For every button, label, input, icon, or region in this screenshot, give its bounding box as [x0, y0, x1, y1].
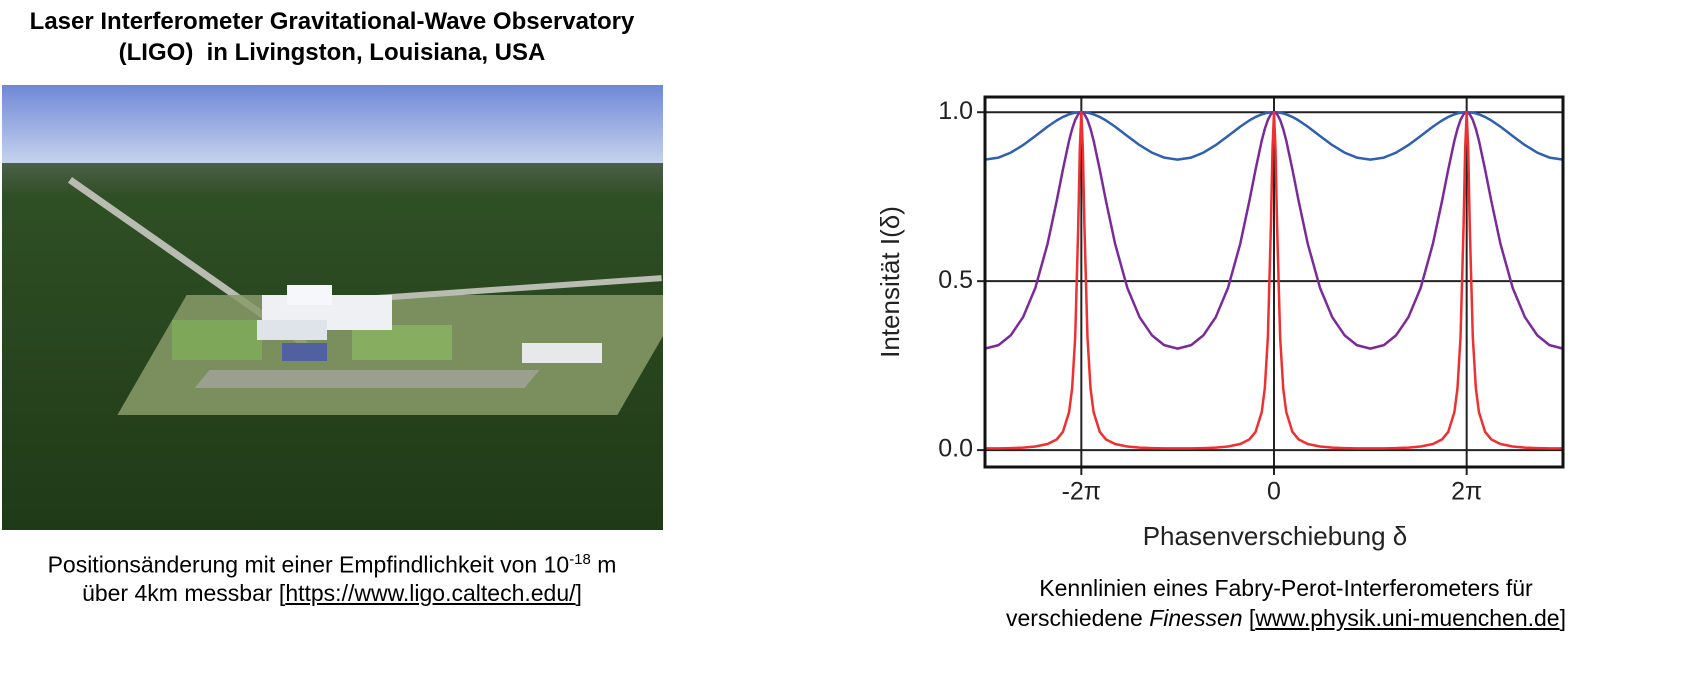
x-axis-label: Phasenverschiebung δ [1143, 521, 1408, 551]
lawn [172, 320, 262, 360]
road [194, 370, 540, 388]
plot-frame [983, 95, 1565, 469]
building [287, 285, 332, 305]
caption-text: über 4km messbar [ [82, 580, 286, 606]
x-tick-label: -2π [1062, 478, 1101, 506]
curve [984, 110, 1564, 450]
caption-link[interactable]: https://www.ligo.caltech.edu/ [285, 580, 576, 606]
caption-line: über 4km messbar [https://www.ligo.calte… [0, 580, 664, 607]
building [522, 343, 602, 363]
caption-text: verschiedene [1006, 605, 1150, 631]
x-tick-label: 2π [1451, 478, 1482, 506]
caption-text: m [590, 551, 617, 578]
caption-italic: Finessen [1149, 605, 1243, 631]
lawn [352, 325, 452, 360]
caption-text: ] [1559, 605, 1566, 631]
caption-text: [ [1242, 605, 1256, 631]
caption-line: Positionsänderung mit einer Empfindlichk… [0, 551, 664, 579]
y-axis-label: Intensität I(δ) [875, 206, 905, 358]
building [257, 320, 327, 340]
caption-superscript: -18 [569, 551, 591, 568]
chart: Phasenverschiebung δ Intensität I(δ) 0.0… [875, 95, 1565, 551]
title-line: (LIGO) in Livingston, Louisiana, USA [118, 39, 546, 66]
x-tick-label: 0 [1267, 478, 1281, 506]
sky [2, 85, 663, 165]
building [282, 343, 327, 361]
caption-line: verschiedene Finessen [www.physik.uni-mu… [870, 605, 1702, 632]
title-line: Laser Interferometer Gravitational-Wave … [29, 8, 635, 35]
y-tick-label: 1.0 [938, 97, 973, 125]
y-tick-label: 0.0 [938, 435, 973, 463]
caption-link[interactable]: www.physik.uni-muenchen.de [1255, 605, 1560, 631]
caption-line: Kennlinien eines Fabry-Perot-Interferome… [1039, 575, 1533, 601]
ligo-photo [2, 85, 663, 530]
caption-text: Positionsänderung mit einer Empfindlichk… [47, 551, 570, 578]
horizon-forest [2, 163, 663, 193]
y-tick-label: 0.5 [938, 266, 973, 294]
caption-text: ] [575, 580, 582, 606]
